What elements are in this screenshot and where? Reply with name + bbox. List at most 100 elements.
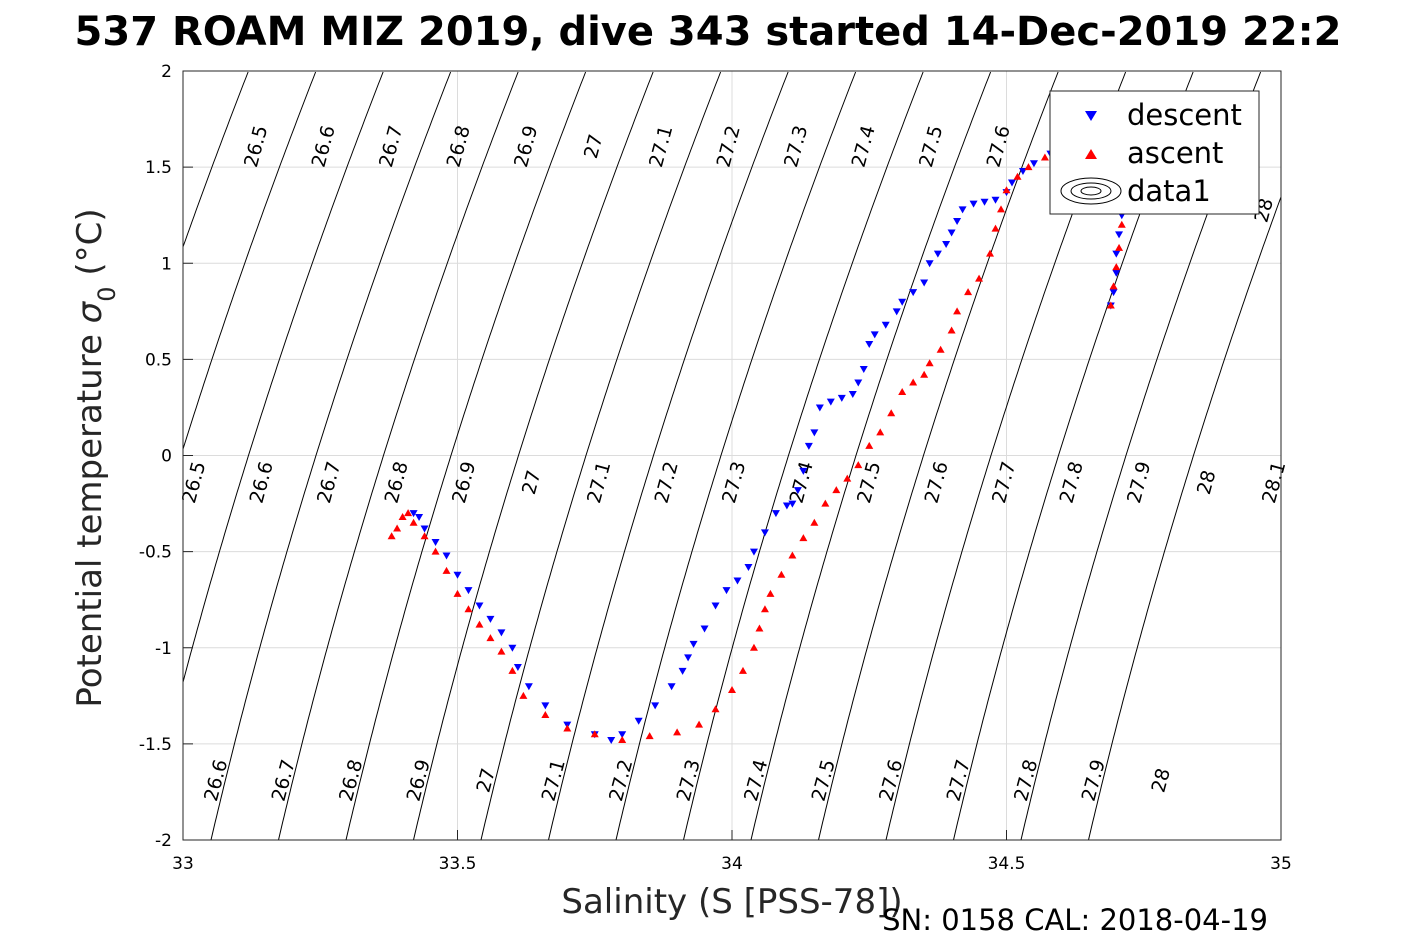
descent-point [689,640,698,648]
descent-point [651,702,660,710]
ascent-point [788,551,797,559]
ascent-point [1002,186,1011,194]
descent-point [782,502,791,510]
descent-point [464,587,473,595]
legend-descent-label: descent [1127,98,1242,132]
ascent-point [420,532,429,540]
descent-point [486,615,495,623]
descent-point [898,298,907,306]
legend-data1-label: data1 [1127,174,1211,208]
ascent-point [1117,220,1126,228]
x-tick-label: 34.5 [988,854,1026,874]
density-contour-line [1088,195,1281,840]
y-tick-label: -2 [155,831,172,851]
ascent-point [1013,172,1022,180]
descent-point [793,487,802,495]
y-tick-label: 2 [161,62,172,82]
legend-ascent-label: ascent [1127,136,1223,170]
ascent-point [766,589,775,597]
y-axis-label-subscript: 0 [93,286,121,301]
ascent-point [898,388,907,396]
ascent-point [947,326,956,334]
descent-point [541,702,550,710]
descent-point [870,331,879,339]
ascent-point [387,532,396,540]
descent-point [947,229,956,237]
ascent-point [810,518,819,526]
ascent-point [964,288,973,296]
ascent-point [508,666,517,674]
ascent-point [986,249,995,257]
ascent-point [404,509,413,517]
descent-point [684,654,693,662]
y-tick-label: 0 [161,447,172,467]
descent-point [733,577,742,585]
descent-point [969,200,978,208]
descent-point [810,429,819,437]
ascent-point [876,428,885,436]
descent-point [892,308,901,316]
y-tick-label: 1.5 [145,158,172,178]
legend-contour-ring-inner [1080,186,1102,196]
ascent-point [909,378,918,386]
ascent-point [887,409,896,417]
ascent-point [760,605,769,613]
y-axis-label-unit: (°C) [70,208,110,286]
x-tick-label: 33 [172,854,194,874]
descent-point [1007,179,1016,187]
ascent-point [393,524,402,532]
descent-point [513,663,522,671]
y-tick-label: -0.5 [139,543,172,563]
ascent-point [728,686,736,694]
descent-point [420,525,429,533]
descent-point [925,260,934,268]
descent-point [475,602,484,610]
descent-point [1115,231,1124,239]
descent-point [815,404,824,412]
descent-point [700,625,709,633]
density-contour-line [480,71,722,840]
descent-point [711,602,720,610]
descent-point [980,198,989,206]
serial-calibration-footer: SN: 0158 CAL: 2018-04-19 [882,903,1268,937]
grid-lines [183,71,1281,840]
ascent-point [925,359,934,367]
ascent-point [590,730,599,738]
descent-point [749,548,758,556]
descent-point [953,217,962,225]
density-contour-line [278,71,519,840]
ascent-point [997,205,1006,213]
y-tick-label: 1 [161,254,172,274]
descent-point [865,340,874,348]
descent-point [1112,269,1121,277]
descent-point [607,737,616,745]
x-tick-label: 33.5 [439,854,477,874]
ascent-point [799,534,808,542]
ascent-point [1106,301,1115,309]
descent-point [497,629,506,637]
y-tick-label: 0.5 [145,350,172,370]
ascent-point [738,666,747,674]
x-tick-label: 35 [1270,854,1292,874]
descent-point [958,206,967,214]
density-contour-line [750,71,992,840]
descent-point [799,467,808,475]
legend-data1-marker [1060,177,1122,205]
ascent-point [409,518,418,526]
descent-point [788,500,797,508]
descent-point [837,394,846,402]
ascent-point [541,711,550,719]
ascent-point [991,224,1000,232]
legend-contour-ring-middle [1070,182,1112,200]
x-tick-label: 34 [721,854,743,874]
descent-point [826,398,835,406]
density-contour-line [413,71,654,840]
ascent-point [442,566,451,574]
ascent-point [618,736,627,744]
legend: descent ascent data1 [1049,90,1260,215]
ascent-point [1040,153,1049,161]
density-contour-line [183,71,317,451]
ascent-point [673,728,682,736]
ascent-point [1112,263,1121,271]
descent-point [859,365,868,373]
